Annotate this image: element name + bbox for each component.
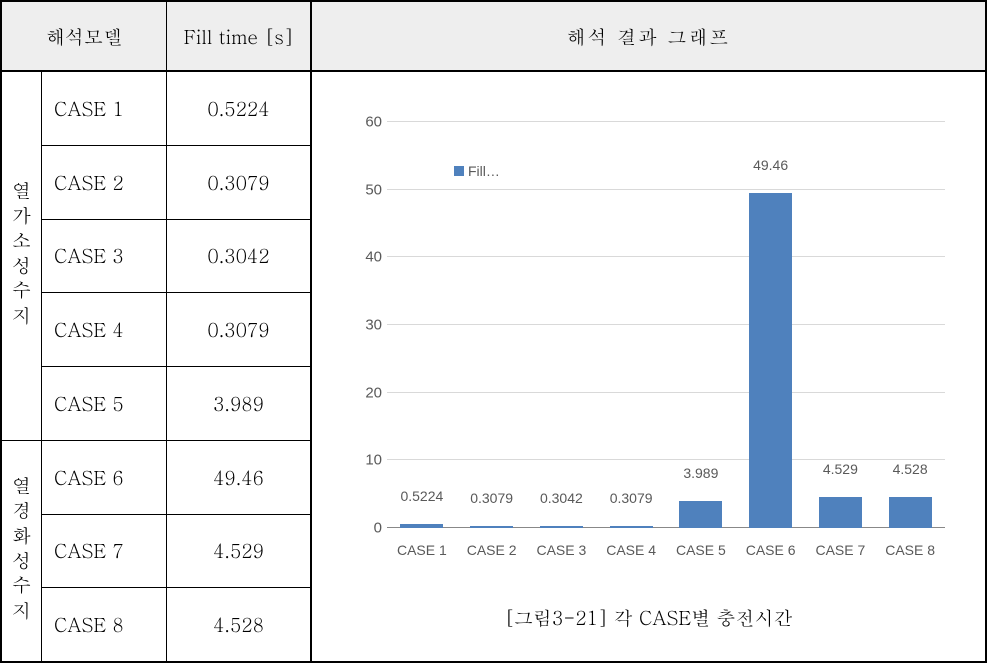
bar: [679, 501, 722, 528]
table-row: CASE 53.989: [42, 367, 310, 441]
y-tick-label: 60: [342, 114, 382, 131]
case-value: 3.989: [167, 367, 310, 440]
table-row: CASE 20.3079: [42, 146, 310, 220]
group-thermoset: 열경화성수지: [2, 441, 42, 662]
x-tick-label: CASE 7: [806, 542, 876, 558]
table-row: CASE 649.46: [42, 441, 310, 515]
bar: [610, 526, 653, 528]
group-column: 열가소성수지 열경화성수지: [2, 72, 42, 661]
case-label: CASE 1: [42, 72, 167, 145]
bar-value-label: 4.529: [806, 461, 876, 479]
case-label: CASE 4: [42, 293, 167, 366]
table-row: CASE 30.3042: [42, 220, 310, 294]
case-label: CASE 6: [42, 441, 167, 514]
bar-slot: 0.3079: [457, 122, 527, 528]
bar: [470, 526, 513, 528]
bar-value-label: 4.528: [875, 461, 945, 479]
y-tick-label: 10: [342, 452, 382, 469]
bars-container: 0.52240.30790.30420.30793.98949.464.5294…: [387, 122, 945, 528]
bar-value-label: 0.3079: [457, 490, 527, 508]
bar: [749, 193, 792, 528]
table-row: CASE 74.529: [42, 515, 310, 589]
table-row: CASE 84.528: [42, 588, 310, 661]
x-tick-label: CASE 3: [527, 542, 597, 558]
bar: [889, 497, 932, 528]
y-tick-label: 30: [342, 317, 382, 334]
bar-slot: 4.529: [806, 122, 876, 528]
y-tick-label: 0: [342, 520, 382, 537]
figure-container: 해석모델 Fill time [s] 열가소성수지 열경화성수지 CASE 10…: [0, 0, 987, 663]
bar: [540, 526, 583, 528]
bar-slot: 0.3079: [596, 122, 666, 528]
data-table: 해석모델 Fill time [s] 열가소성수지 열경화성수지 CASE 10…: [2, 2, 312, 661]
case-label: CASE 3: [42, 220, 167, 293]
case-value: 0.3079: [167, 293, 310, 366]
header-model: 해석모델: [2, 2, 167, 70]
case-value: 4.528: [167, 588, 310, 661]
case-value: 4.529: [167, 515, 310, 588]
bar: [400, 524, 443, 528]
bar-slot: 4.528: [875, 122, 945, 528]
x-axis-labels: CASE 1CASE 2CASE 3CASE 4CASE 5CASE 6CASE…: [387, 542, 945, 558]
chart-area: Fill…0.52240.30790.30420.30793.98949.464…: [342, 112, 955, 598]
x-tick-label: CASE 6: [736, 542, 806, 558]
bar-value-label: 0.5224: [387, 488, 457, 506]
case-label: CASE 7: [42, 515, 167, 588]
chart-panel: 해석 결과 그래프 Fill…0.52240.30790.30420.30793…: [312, 2, 985, 661]
bar-slot: 0.5224: [387, 122, 457, 528]
table-header-row: 해석모델 Fill time [s]: [2, 2, 310, 72]
case-label: CASE 5: [42, 367, 167, 440]
bar: [819, 497, 862, 528]
case-value: 49.46: [167, 441, 310, 514]
case-label: CASE 2: [42, 146, 167, 219]
table-row: CASE 10.5224: [42, 72, 310, 146]
case-value: 0.3079: [167, 146, 310, 219]
plot-region: Fill…0.52240.30790.30420.30793.98949.464…: [387, 122, 945, 528]
y-tick-label: 40: [342, 249, 382, 266]
x-tick-label: CASE 5: [666, 542, 736, 558]
bar-value-label: 0.3079: [596, 490, 666, 508]
case-value: 0.5224: [167, 72, 310, 145]
group-thermoplastic: 열가소성수지: [2, 72, 42, 441]
bar-value-label: 0.3042: [527, 490, 597, 508]
y-tick-label: 50: [342, 181, 382, 198]
bar-slot: 0.3042: [527, 122, 597, 528]
bar-value-label: 3.989: [666, 465, 736, 483]
case-rows: CASE 10.5224CASE 20.3079CASE 30.3042CASE…: [42, 72, 310, 661]
x-tick-label: CASE 1: [387, 542, 457, 558]
bar-slot: 3.989: [666, 122, 736, 528]
x-tick-label: CASE 8: [875, 542, 945, 558]
chart-body: Fill…0.52240.30790.30420.30793.98949.464…: [312, 72, 985, 661]
case-value: 0.3042: [167, 220, 310, 293]
bar-value-label: 49.46: [736, 157, 806, 175]
table-body: 열가소성수지 열경화성수지 CASE 10.5224CASE 20.3079CA…: [2, 72, 310, 661]
bar-slot: 49.46: [736, 122, 806, 528]
header-fill-time: Fill time [s]: [167, 2, 310, 70]
table-row: CASE 40.3079: [42, 293, 310, 367]
y-tick-label: 20: [342, 384, 382, 401]
case-label: CASE 8: [42, 588, 167, 661]
chart-caption: [그림3-21] 각 CASE별 충전시간: [342, 598, 955, 631]
x-tick-label: CASE 2: [457, 542, 527, 558]
chart-title: 해석 결과 그래프: [312, 2, 985, 72]
x-tick-label: CASE 4: [596, 542, 666, 558]
